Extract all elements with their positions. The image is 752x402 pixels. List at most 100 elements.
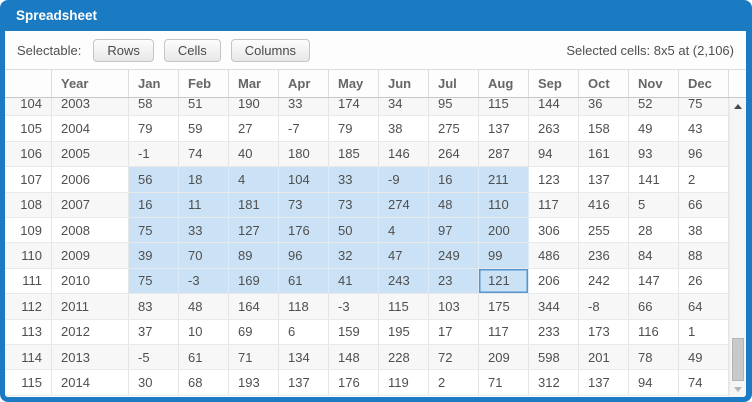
data-cell[interactable]: 263 bbox=[529, 116, 579, 141]
data-cell[interactable]: 2 bbox=[679, 167, 729, 192]
columns-button[interactable]: Columns bbox=[230, 38, 311, 62]
data-cell[interactable]: 306 bbox=[529, 217, 579, 243]
data-cell[interactable]: -3 bbox=[329, 294, 379, 319]
data-cell[interactable]: 173 bbox=[579, 319, 629, 344]
data-cell[interactable]: 72 bbox=[429, 344, 479, 370]
data-cell[interactable]: 287 bbox=[479, 141, 529, 167]
selected-cell[interactable]: 4 bbox=[379, 217, 429, 243]
row-number-cell[interactable]: 110 bbox=[5, 243, 52, 268]
column-header-mar[interactable]: Mar bbox=[229, 70, 279, 97]
selected-cell[interactable]: -3 bbox=[179, 268, 229, 294]
data-cell[interactable]: 49 bbox=[679, 344, 729, 370]
data-cell[interactable]: 416 bbox=[579, 192, 629, 217]
data-cell[interactable]: 275 bbox=[429, 116, 479, 141]
column-header-sep[interactable]: Sep bbox=[529, 70, 579, 97]
year-cell[interactable]: 2010 bbox=[52, 268, 129, 294]
data-cell[interactable]: 10 bbox=[179, 319, 229, 344]
data-cell[interactable]: 148 bbox=[329, 344, 379, 370]
selected-cell[interactable]: 121 bbox=[479, 268, 529, 294]
year-cell[interactable]: 2013 bbox=[52, 344, 129, 370]
row-number-cell[interactable]: 109 bbox=[5, 217, 52, 243]
selected-cell[interactable]: 16 bbox=[429, 167, 479, 192]
row-number-cell[interactable]: 112 bbox=[5, 294, 52, 319]
scroll-up-button[interactable] bbox=[730, 98, 746, 114]
year-cell[interactable]: 2014 bbox=[52, 370, 129, 395]
data-cell[interactable]: 134 bbox=[279, 344, 329, 370]
selected-cell[interactable]: 61 bbox=[279, 268, 329, 294]
year-cell[interactable]: 2006 bbox=[52, 167, 129, 192]
data-cell[interactable]: 233 bbox=[529, 319, 579, 344]
data-cell[interactable]: 193 bbox=[229, 370, 279, 395]
column-header-nov[interactable]: Nov bbox=[629, 70, 679, 97]
data-cell[interactable]: 94 bbox=[629, 370, 679, 395]
data-cell[interactable]: 74 bbox=[679, 370, 729, 395]
selected-cell[interactable]: 89 bbox=[229, 243, 279, 268]
selected-cell[interactable]: 127 bbox=[229, 217, 279, 243]
data-cell[interactable]: 49 bbox=[629, 116, 679, 141]
data-cell[interactable]: 38 bbox=[379, 116, 429, 141]
row-number-cell[interactable]: 111 bbox=[5, 268, 52, 294]
selected-cell[interactable]: 50 bbox=[329, 217, 379, 243]
rows-button[interactable]: Rows bbox=[93, 38, 154, 62]
year-cell[interactable]: 2004 bbox=[52, 116, 129, 141]
data-cell[interactable]: 119 bbox=[379, 370, 429, 395]
selected-cell[interactable]: 47 bbox=[379, 243, 429, 268]
data-cell[interactable]: 174 bbox=[329, 98, 379, 116]
data-cell[interactable]: 88 bbox=[679, 243, 729, 268]
selected-cell[interactable]: 96 bbox=[279, 243, 329, 268]
data-cell[interactable]: 228 bbox=[379, 344, 429, 370]
selected-cell[interactable]: 33 bbox=[329, 167, 379, 192]
scrollbar-thumb[interactable] bbox=[732, 338, 744, 381]
scroll-down-button[interactable] bbox=[730, 381, 746, 397]
data-cell[interactable]: 161 bbox=[579, 141, 629, 167]
data-cell[interactable]: 79 bbox=[129, 116, 179, 141]
data-cell[interactable]: 146 bbox=[379, 141, 429, 167]
data-cell[interactable]: 1 bbox=[679, 319, 729, 344]
selected-cell[interactable]: 41 bbox=[329, 268, 379, 294]
selected-cell[interactable]: 200 bbox=[479, 217, 529, 243]
data-cell[interactable]: 59 bbox=[179, 116, 229, 141]
data-cell[interactable]: 28 bbox=[629, 217, 679, 243]
data-cell[interactable]: 103 bbox=[429, 294, 479, 319]
data-cell[interactable]: 344 bbox=[529, 294, 579, 319]
scrollbar-track[interactable] bbox=[730, 114, 746, 381]
data-cell[interactable]: 158 bbox=[579, 116, 629, 141]
data-cell[interactable]: 75 bbox=[679, 98, 729, 116]
year-cell[interactable]: 2005 bbox=[52, 141, 129, 167]
data-cell[interactable]: 94 bbox=[529, 141, 579, 167]
data-cell[interactable]: 195 bbox=[379, 319, 429, 344]
data-cell[interactable]: 486 bbox=[529, 243, 579, 268]
selected-cell[interactable]: 75 bbox=[129, 217, 179, 243]
data-cell[interactable]: 159 bbox=[329, 319, 379, 344]
cells-button[interactable]: Cells bbox=[163, 38, 221, 62]
row-number-cell[interactable]: 105 bbox=[5, 116, 52, 141]
data-cell[interactable]: 95 bbox=[429, 98, 479, 116]
selected-cell[interactable]: 243 bbox=[379, 268, 429, 294]
data-cell[interactable]: 236 bbox=[579, 243, 629, 268]
selected-cell[interactable]: 4 bbox=[229, 167, 279, 192]
selected-cell[interactable]: 211 bbox=[479, 167, 529, 192]
column-header-year[interactable]: Year bbox=[52, 70, 129, 97]
data-cell[interactable]: 141 bbox=[629, 167, 679, 192]
data-cell[interactable]: 38 bbox=[679, 217, 729, 243]
selected-cell[interactable]: 39 bbox=[129, 243, 179, 268]
selected-cell[interactable]: 70 bbox=[179, 243, 229, 268]
selected-cell[interactable]: 11 bbox=[179, 192, 229, 217]
data-cell[interactable]: 242 bbox=[579, 268, 629, 294]
year-cell[interactable]: 2012 bbox=[52, 319, 129, 344]
data-cell[interactable]: 6 bbox=[279, 319, 329, 344]
data-cell[interactable]: 71 bbox=[479, 370, 529, 395]
data-cell[interactable]: 58 bbox=[129, 98, 179, 116]
data-cell[interactable]: 37 bbox=[129, 319, 179, 344]
selected-cell[interactable]: 249 bbox=[429, 243, 479, 268]
data-cell[interactable]: 83 bbox=[129, 294, 179, 319]
data-cell[interactable]: 264 bbox=[429, 141, 479, 167]
data-cell[interactable]: 190 bbox=[229, 98, 279, 116]
data-cell[interactable]: 598 bbox=[529, 344, 579, 370]
data-cell[interactable]: -7 bbox=[279, 116, 329, 141]
data-cell[interactable]: 78 bbox=[629, 344, 679, 370]
data-cell[interactable]: 96 bbox=[679, 141, 729, 167]
selected-cell[interactable]: 16 bbox=[129, 192, 179, 217]
selected-cell[interactable]: 32 bbox=[329, 243, 379, 268]
data-cell[interactable]: 66 bbox=[679, 192, 729, 217]
